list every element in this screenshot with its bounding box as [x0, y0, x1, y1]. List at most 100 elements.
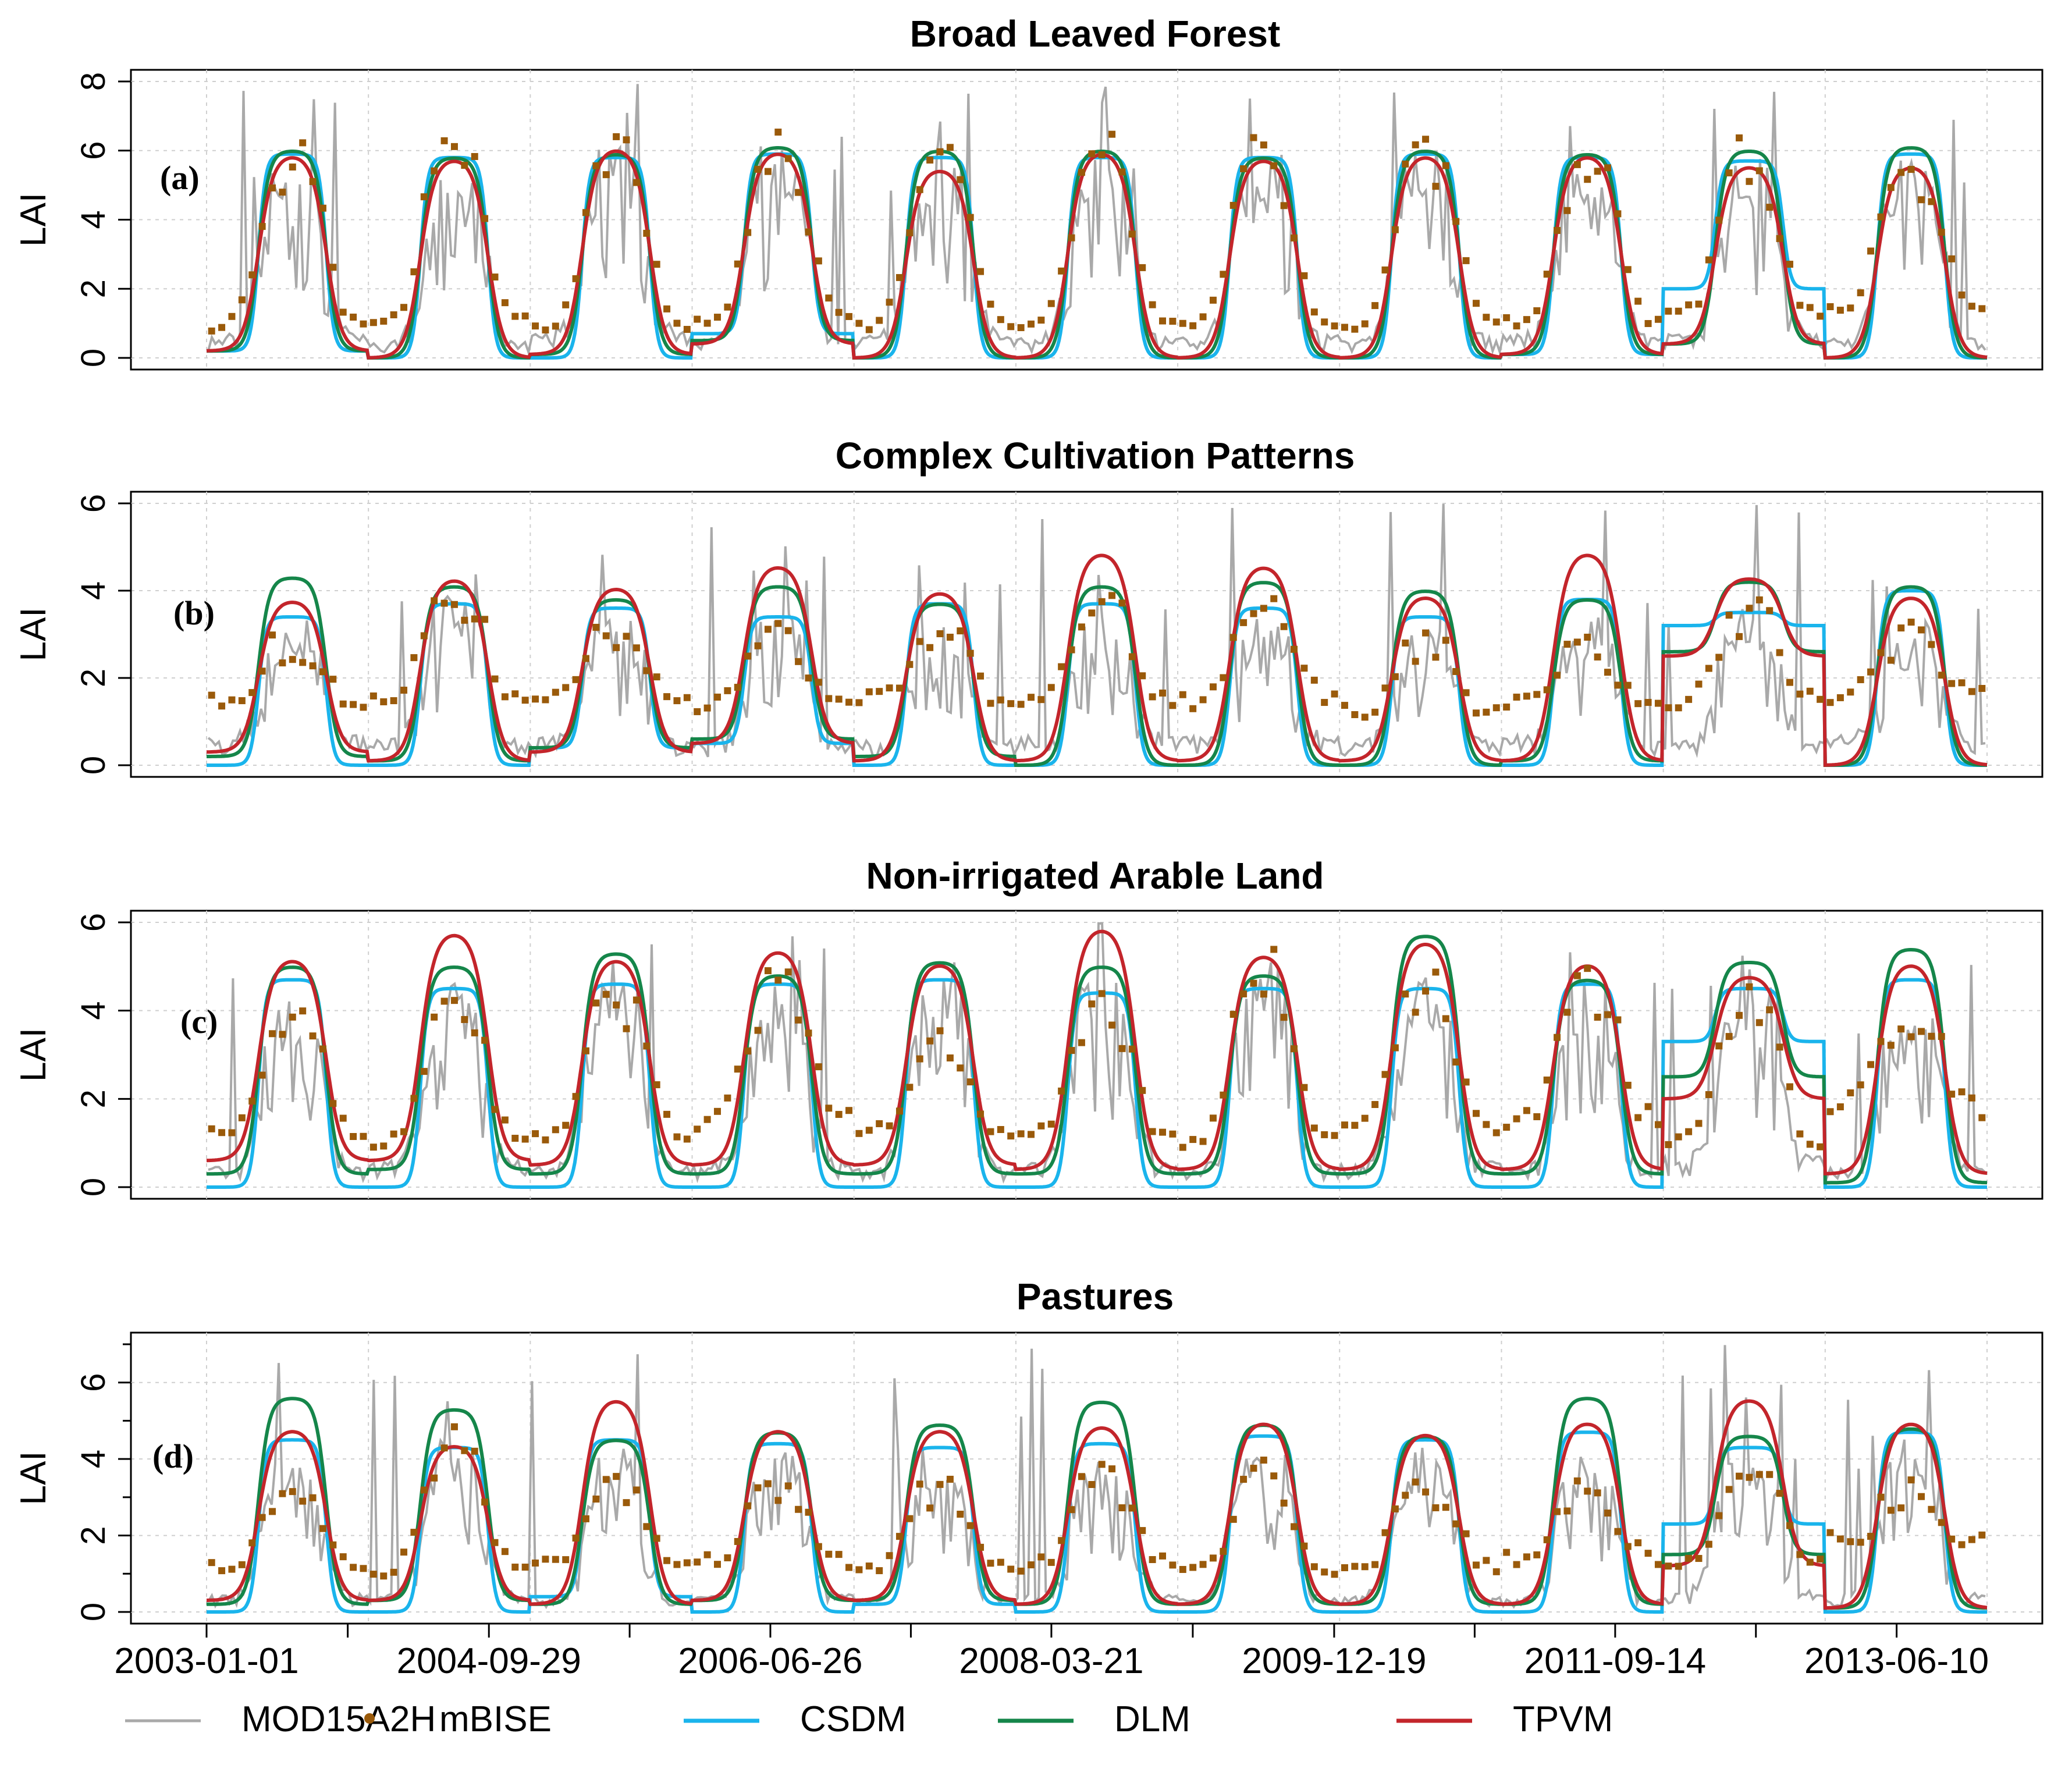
mBISE-point	[886, 1552, 893, 1560]
mBISE-point	[1746, 1473, 1753, 1481]
mBISE-point	[632, 996, 640, 1004]
mBISE-point	[309, 1032, 317, 1040]
mBISE-point	[1826, 1108, 1834, 1116]
mBISE-point	[1310, 1124, 1318, 1132]
mBISE-point	[906, 660, 914, 668]
mBISE-point	[1270, 1472, 1278, 1480]
mBISE-point	[895, 274, 903, 281]
mBISE-point	[1826, 1529, 1834, 1536]
mBISE-point	[1948, 1535, 1956, 1543]
mBISE-point	[1483, 1121, 1490, 1128]
mBISE-point	[987, 1128, 994, 1135]
mBISE-point	[450, 997, 458, 1004]
mBISE-point	[1887, 1042, 1895, 1049]
mBISE-point	[1402, 1491, 1409, 1499]
mBISE-point	[1907, 1033, 1915, 1040]
mBISE-point	[1017, 1130, 1025, 1138]
mBISE-point	[461, 162, 468, 169]
mBISE-point	[1159, 317, 1167, 325]
mBISE-point	[1715, 654, 1723, 661]
mBISE-point	[1381, 266, 1389, 274]
mBISE-point	[1108, 1465, 1116, 1473]
mBISE-point	[1584, 1487, 1591, 1495]
mBISE-point	[1938, 1033, 1945, 1040]
mBISE-point	[572, 676, 580, 683]
mBISE-point	[440, 997, 448, 1005]
mBISE-point	[1371, 708, 1379, 716]
mBISE-point	[714, 1561, 722, 1568]
mBISE-point	[784, 968, 792, 976]
mBISE-point	[1472, 1110, 1480, 1117]
mBISE-point	[339, 700, 347, 708]
mBISE-point	[319, 204, 326, 212]
mBISE-point	[319, 1525, 326, 1532]
mBISE-point	[1736, 633, 1743, 640]
mBISE-point	[895, 684, 903, 692]
mBISE-point	[1958, 679, 1966, 687]
mBISE-point	[946, 633, 954, 641]
mBISE-point	[420, 1068, 428, 1075]
mBISE-point	[1573, 972, 1581, 979]
mBISE-point	[369, 319, 377, 326]
mBISE-point	[1139, 264, 1146, 271]
mBISE-point	[339, 308, 347, 316]
mBISE-point	[1533, 1113, 1541, 1120]
mBISE-point	[694, 1125, 701, 1133]
mBISE-point	[754, 165, 762, 173]
mBISE-point	[1523, 692, 1530, 700]
mBISE-point	[632, 179, 640, 186]
mBISE-point	[1189, 1564, 1197, 1571]
mBISE-point	[1624, 1543, 1632, 1550]
mBISE-point	[926, 157, 934, 164]
panels: 0 2 4 6 8 LAI Broad Leaved Forest (a) 0 2 4 6 LAI Com…	[13, 13, 2043, 1625]
mBISE-point	[350, 313, 357, 321]
mBISE-point	[1098, 598, 1106, 605]
mBISE-point	[1432, 968, 1440, 976]
mBISE-point	[582, 1047, 589, 1054]
mBISE-point	[1341, 702, 1348, 709]
mBISE-point	[552, 688, 559, 696]
mBISE-point	[1209, 296, 1217, 304]
mBISE-point	[1817, 695, 1824, 703]
mBISE-point	[926, 644, 934, 651]
mBISE-point	[1897, 1504, 1905, 1512]
mBISE-point	[269, 1508, 276, 1515]
mBISE-point	[1321, 1131, 1328, 1138]
mBISE-point	[279, 659, 286, 667]
mBISE-point	[1452, 218, 1460, 225]
mBISE-point	[1159, 689, 1167, 697]
mBISE-point	[1614, 1016, 1622, 1024]
mBISE-point	[369, 1571, 377, 1578]
mBISE-point	[542, 696, 549, 704]
mBISE-point	[258, 1514, 266, 1521]
mBISE-point	[400, 1549, 408, 1556]
mBISE-point	[360, 320, 367, 328]
mBISE-point	[238, 1561, 246, 1568]
mBISE-point	[1300, 1542, 1308, 1550]
mBISE-point	[1685, 301, 1693, 308]
mBISE-point	[1604, 1011, 1612, 1018]
mBISE-point	[1220, 1091, 1227, 1099]
mBISE-point	[805, 1508, 812, 1516]
mBISE-point	[1978, 1114, 1986, 1121]
mBISE-point	[764, 1480, 772, 1487]
mBISE-point	[1755, 1019, 1763, 1027]
mBISE-point	[1695, 300, 1703, 308]
mBISE-point	[1826, 699, 1834, 706]
mBISE-point	[380, 317, 388, 325]
mBISE-point	[532, 1130, 539, 1138]
mBISE-point	[1675, 704, 1682, 712]
mBISE-point	[876, 317, 883, 324]
plot-area	[206, 922, 1988, 1189]
mBISE-point	[977, 1543, 985, 1551]
mBISE-point	[1665, 1141, 1672, 1148]
mBISE-point	[420, 1486, 428, 1494]
mBISE-point	[876, 688, 883, 695]
mBISE-point	[572, 1093, 580, 1100]
mBISE-point	[1291, 645, 1298, 653]
mBISE-point	[876, 1567, 883, 1575]
mBISE-point	[420, 193, 428, 201]
mBISE-point	[1250, 610, 1257, 617]
mBISE-point	[734, 1537, 741, 1545]
